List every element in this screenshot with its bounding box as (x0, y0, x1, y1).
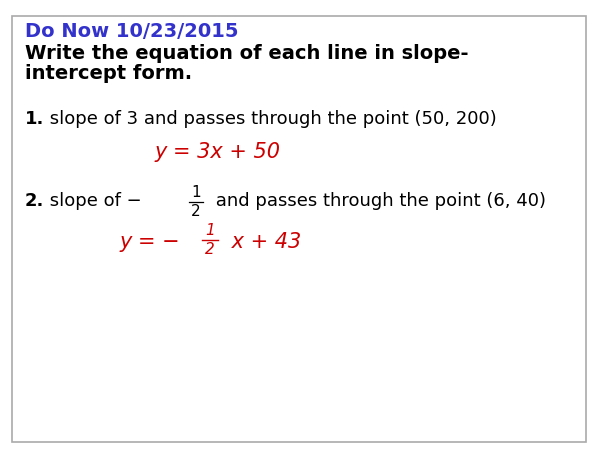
Text: y = −: y = − (120, 232, 187, 252)
Text: x + 43: x + 43 (225, 232, 301, 252)
Text: 2: 2 (191, 204, 201, 219)
Text: Write the equation of each line in slope-: Write the equation of each line in slope… (25, 44, 469, 63)
Text: slope of 3 and passes through the point (50, 200): slope of 3 and passes through the point … (44, 110, 497, 128)
Text: 1.: 1. (25, 110, 44, 128)
Text: 2.: 2. (25, 192, 44, 210)
Text: 2: 2 (205, 242, 215, 257)
Text: and passes through the point (6, 40): and passes through the point (6, 40) (210, 192, 546, 210)
Text: slope of −: slope of − (44, 192, 142, 210)
Text: intercept form.: intercept form. (25, 64, 192, 83)
Text: y = 3x + 50: y = 3x + 50 (155, 142, 281, 162)
Text: 1: 1 (191, 185, 201, 200)
FancyBboxPatch shape (12, 16, 586, 442)
Text: Do Now 10/23/2015: Do Now 10/23/2015 (25, 22, 239, 41)
Text: 1: 1 (205, 223, 215, 238)
